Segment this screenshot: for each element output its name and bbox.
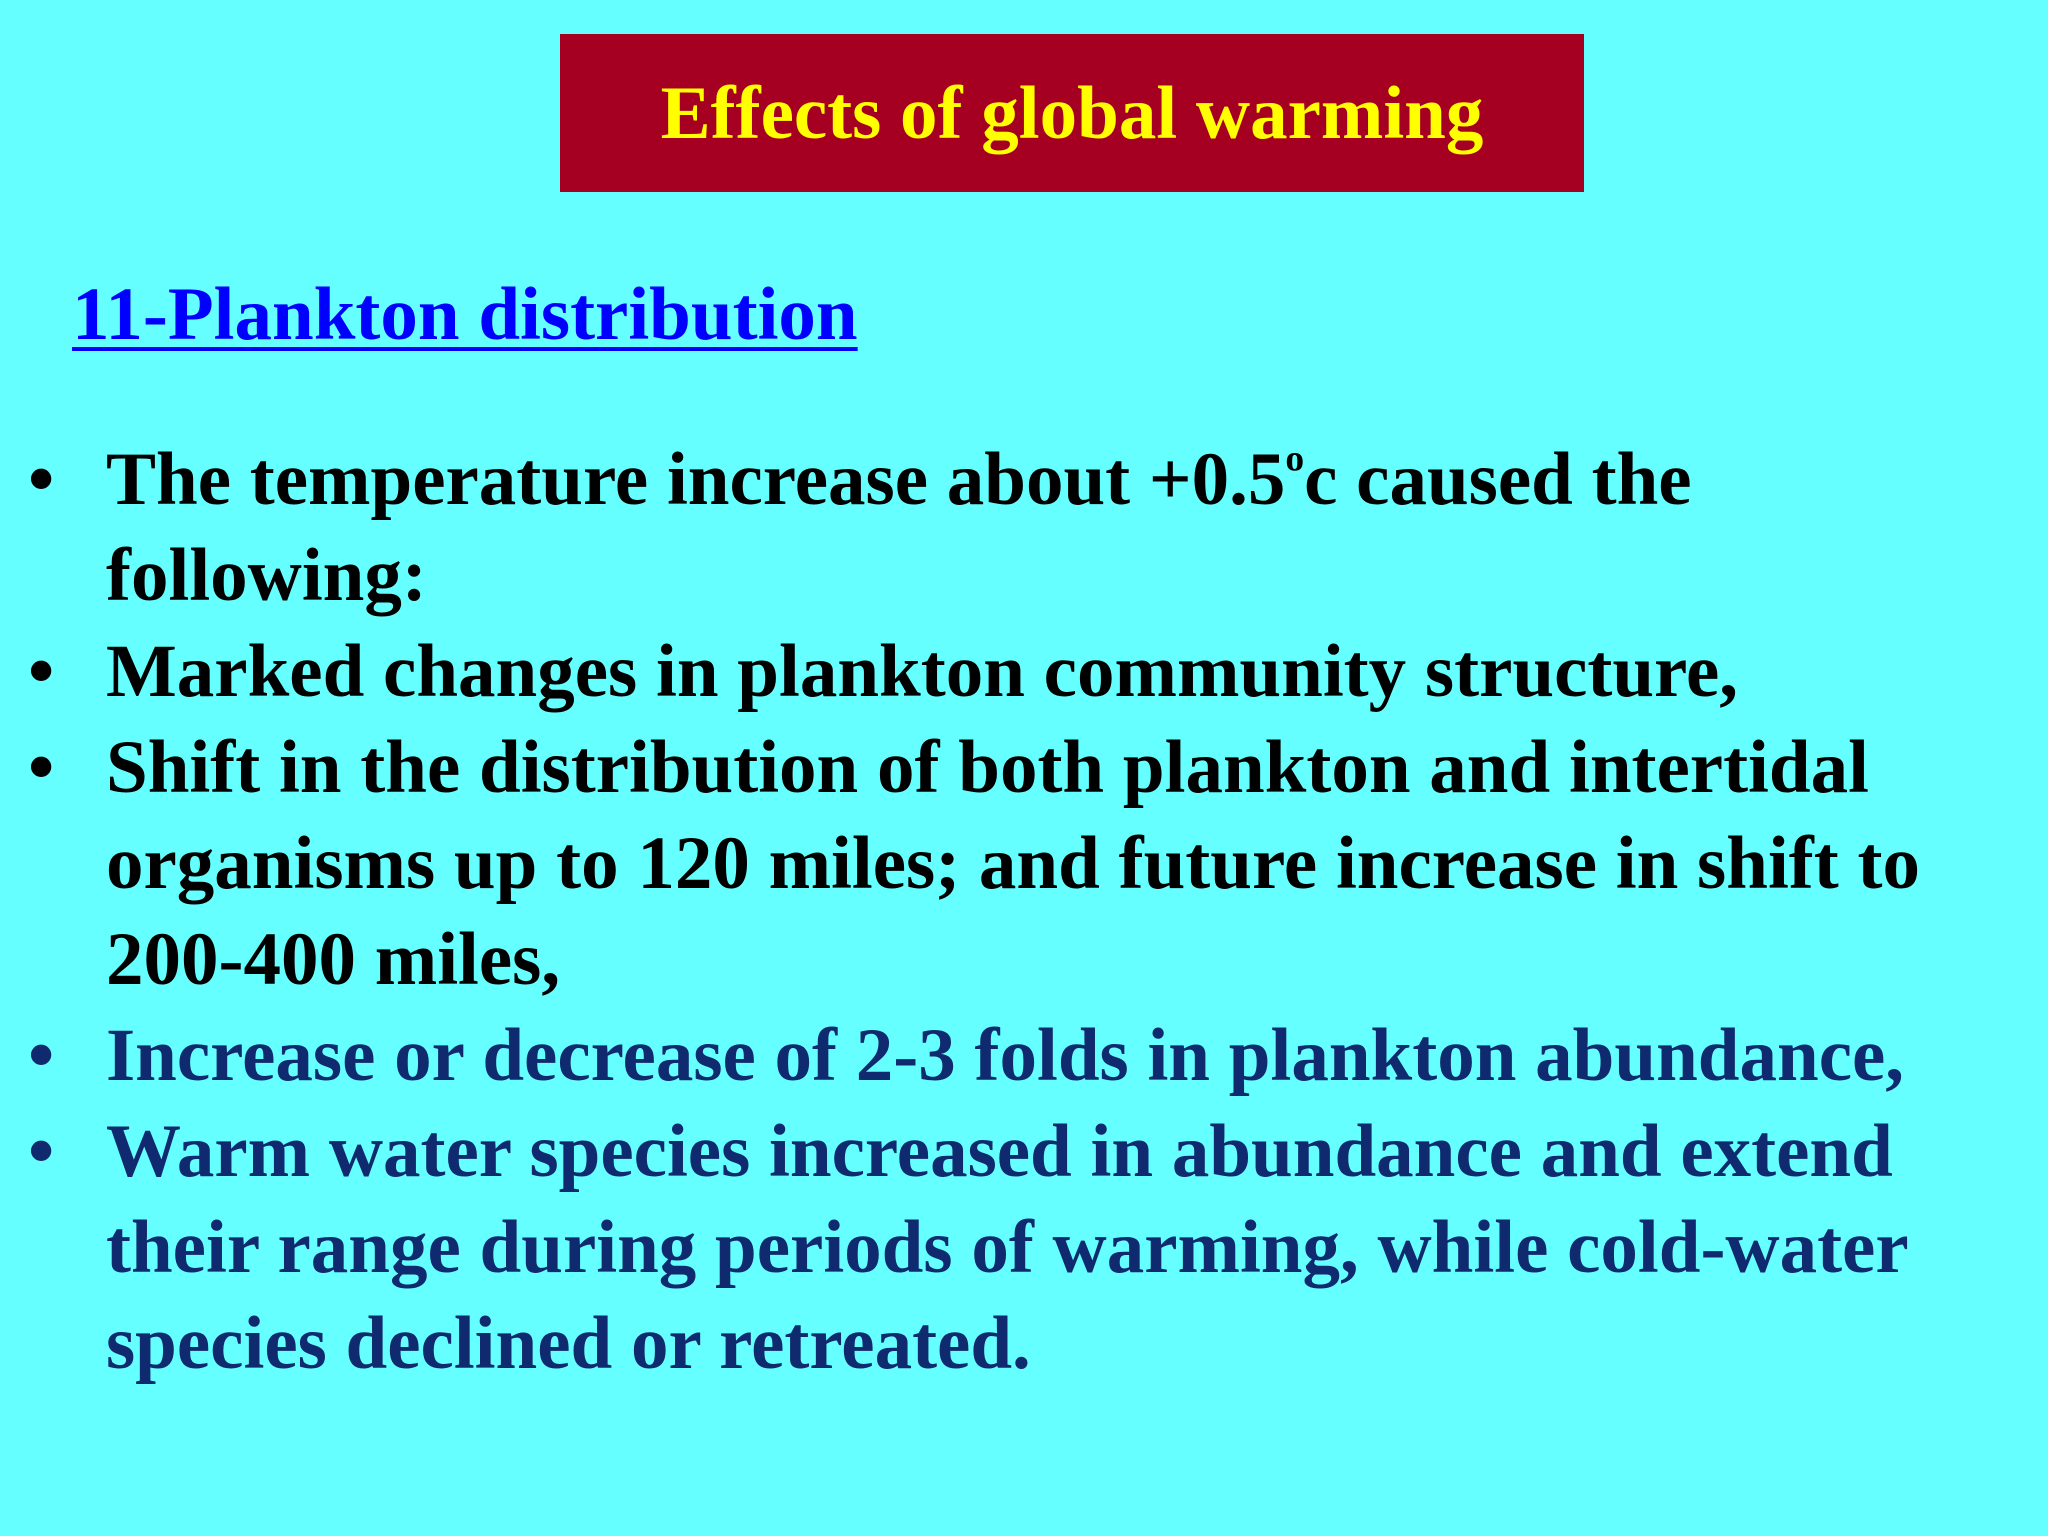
bullet-item: • Shift in the distribution of both plan… bbox=[0, 720, 2030, 1008]
bullet-text-pre: The temperature increase about +0.5 bbox=[106, 438, 1286, 521]
bullet-text-post: c caused the following: bbox=[106, 438, 1692, 617]
bullet-text: Marked changes in plankton community str… bbox=[106, 630, 1739, 713]
bullet-text: Increase or decrease of 2-3 folds in pla… bbox=[106, 1014, 1905, 1097]
bullet-item: • The temperature increase about +0.5oc … bbox=[0, 432, 2030, 624]
bullet-item: • Warm water species increased in abunda… bbox=[0, 1104, 2030, 1392]
bullet-list: • The temperature increase about +0.5oc … bbox=[0, 432, 2030, 1392]
bullet-marker: • bbox=[28, 726, 55, 809]
bullet-marker: • bbox=[28, 630, 55, 713]
bullet-marker: • bbox=[28, 1110, 55, 1193]
title-banner: Effects of global warming bbox=[560, 34, 1584, 192]
bullet-item: • Increase or decrease of 2-3 folds in p… bbox=[0, 1008, 2030, 1104]
bullet-item: • Marked changes in plankton community s… bbox=[0, 624, 2030, 720]
bullet-marker: • bbox=[28, 438, 55, 521]
slide-title: Effects of global warming bbox=[660, 71, 1484, 155]
degree-superscript: o bbox=[1285, 438, 1305, 480]
bullet-marker: • bbox=[28, 1014, 55, 1097]
bullet-text: Shift in the distribution of both plankt… bbox=[106, 726, 1920, 1001]
bullet-text: Warm water species increased in abundanc… bbox=[106, 1110, 1908, 1385]
section-heading: 11-Plankton distribution bbox=[72, 273, 858, 356]
